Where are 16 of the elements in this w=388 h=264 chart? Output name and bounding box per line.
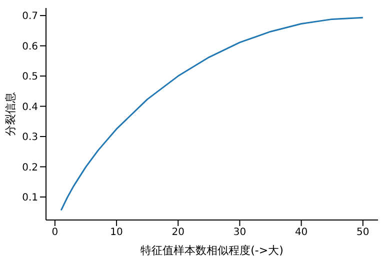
x-tick-label: 50 (356, 227, 370, 238)
y-tick-label: 0.4 (22, 102, 38, 113)
x-tick-label: 30 (233, 227, 246, 238)
y-tick-label: 0.1 (22, 192, 38, 204)
x-tick-label: 10 (110, 227, 123, 238)
x-tick-label: 40 (294, 227, 308, 238)
y-tick-label: 0.3 (22, 132, 38, 144)
y-tick-label: 0.7 (22, 11, 38, 22)
y-tick-label: 0.2 (22, 162, 38, 174)
x-tick-label: 20 (172, 227, 184, 238)
y-axis-title: 分裂信息 (4, 92, 17, 136)
y-tick-label: 0.6 (22, 41, 38, 52)
x-tick-label: 0 (52, 227, 58, 238)
y-tick-label: 0.5 (22, 72, 38, 83)
line-series (60, 16, 364, 212)
x-axis-title: 特征值样本数相似程度(->大) (140, 244, 284, 257)
